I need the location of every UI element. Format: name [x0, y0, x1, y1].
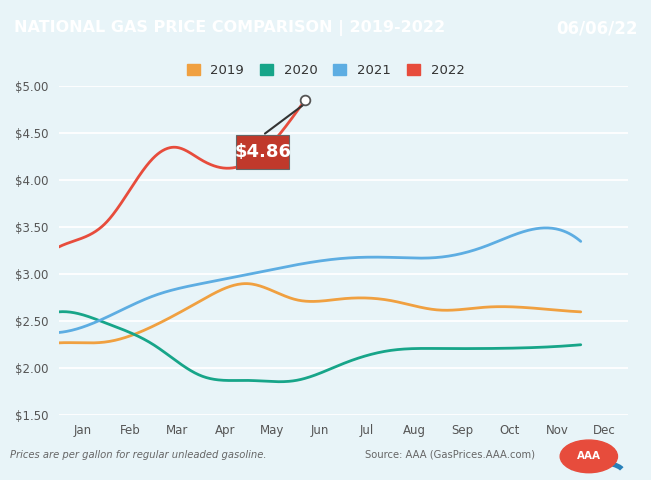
FancyBboxPatch shape: [236, 135, 289, 169]
Text: Prices are per gallon for regular unleaded gasoline.: Prices are per gallon for regular unlead…: [10, 450, 266, 460]
Legend: 2019, 2020, 2021, 2022: 2019, 2020, 2021, 2022: [182, 58, 469, 82]
Text: $4.86: $4.86: [234, 143, 291, 161]
Text: 06/06/22: 06/06/22: [557, 19, 638, 37]
Text: Source: AAA (GasPrices.AAA.com): Source: AAA (GasPrices.AAA.com): [365, 450, 534, 460]
Circle shape: [560, 440, 618, 473]
Text: NATIONAL GAS PRICE COMPARISON | 2019-2022: NATIONAL GAS PRICE COMPARISON | 2019-202…: [14, 20, 445, 36]
Text: AAA: AAA: [577, 451, 601, 461]
